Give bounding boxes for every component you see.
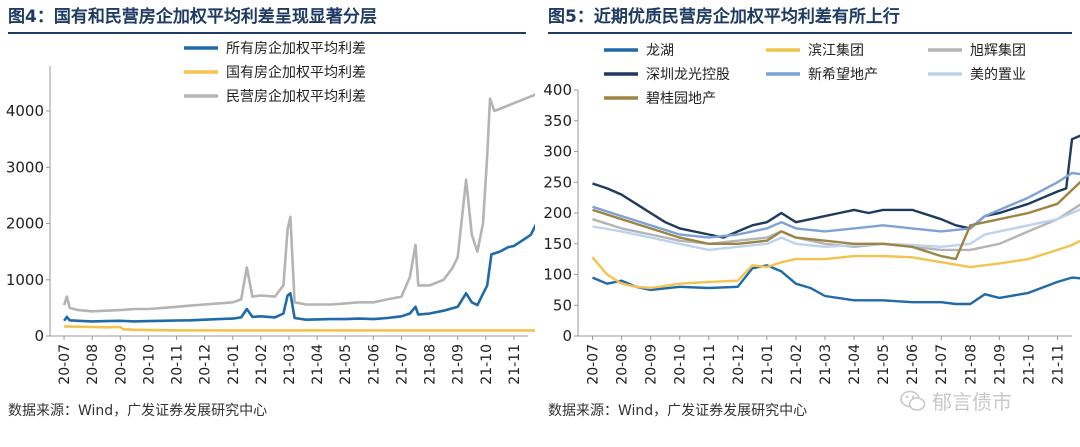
x-tick-label: 21-09 (451, 344, 467, 385)
legend-item: 滨江集团 (766, 42, 864, 59)
legend-item: 美的置业 (928, 67, 1026, 83)
series-line-1 (591, 239, 1080, 290)
legend-item: 旭辉集团 (928, 42, 1026, 59)
figure-5-title: 图5：近期优质民营房企加权平均利差有所上行 (548, 7, 900, 27)
x-tick-label: 20-12 (731, 344, 747, 385)
y-tick-label: 350 (543, 112, 572, 130)
x-tick-label: 20-11 (170, 344, 186, 385)
x-tick-label: 20-10 (673, 344, 689, 385)
x-tick-label: 21-07 (934, 344, 950, 385)
y-tick-label: 3000 (6, 158, 44, 176)
legend-item: 新希望地产 (766, 67, 878, 83)
x-tick-label: 21-06 (905, 344, 921, 385)
series-lines (591, 134, 1080, 306)
legend-label: 所有房企加权平均利差 (226, 40, 366, 57)
y-tick-label: 0 (34, 327, 44, 345)
series-line-2 (62, 93, 535, 313)
series-line-0 (592, 264, 1080, 306)
x-tick-label: 21-06 (366, 344, 382, 385)
x-tick-label: 21-02 (254, 344, 270, 385)
series-lines (62, 93, 535, 332)
series-line-0 (63, 223, 535, 323)
legend-label: 碧桂园地产 (646, 91, 716, 107)
legend-label: 国有房企加权平均利差 (226, 64, 366, 81)
y-tick-label: 150 (543, 235, 572, 253)
y-tick-label: 0 (562, 327, 572, 345)
legend-label: 美的置业 (970, 67, 1026, 83)
series-line-1 (64, 325, 535, 332)
figure-4-title: 图4：国有和民营房企加权平均利差呈现显著分层 (8, 7, 377, 27)
spread-chart-state-vs-private: 0 1000 2000 3000 4000 20-07 20-08 20-09 20-10 20-… (6, 40, 535, 385)
x-tick-label: 21-07 (394, 344, 410, 385)
x-tick-label: 20-08 (85, 344, 101, 385)
legend-item: 民营房企加权平均利差 (184, 88, 366, 105)
x-tick-label: 21-01 (226, 344, 242, 385)
y-tick-label: 1000 (6, 271, 44, 289)
x-tick-label: 20-11 (702, 344, 718, 385)
y-tick-label: 250 (543, 173, 572, 191)
x-tick-label: 20-08 (615, 344, 631, 385)
y-tick-label: 400 (543, 81, 572, 99)
x-tick-label: 20-09 (644, 344, 660, 385)
legend-item: 国有房企加权平均利差 (184, 64, 366, 81)
watermark-text: 郁言债市 (932, 390, 1012, 414)
legend-item: 碧桂园地产 (604, 91, 716, 107)
series-line-3 (592, 134, 1080, 239)
x-tick-label: 21-02 (789, 344, 805, 385)
legend-label: 新希望地产 (808, 67, 878, 83)
legend-item: 所有房企加权平均利差 (184, 40, 366, 57)
legend-label: 民营房企加权平均利差 (226, 88, 366, 105)
x-tick-label: 20-07 (57, 344, 73, 385)
x-tick-label: 21-10 (1021, 344, 1037, 385)
watermark: 郁言债市 (900, 386, 1012, 415)
x-tick-label: 21-11 (1050, 344, 1066, 385)
series-line-4 (592, 171, 1080, 239)
y-tick-label: 300 (543, 143, 572, 161)
x-tick-label: 21-03 (282, 344, 298, 385)
source-note-left: 数据来源：Wind，广发证券发展研究中心 (8, 403, 268, 419)
x-tick-label: 20-12 (198, 344, 214, 385)
x-tick-label: 21-04 (310, 344, 326, 385)
spread-chart-quality-private: 0 50 100 150 200 250 300 350 400 20-07 20-08 20-09 2… (543, 42, 1080, 385)
figure-5-title-rule (548, 32, 1072, 34)
series-line-5 (592, 208, 1080, 252)
x-tick-label: 21-05 (876, 344, 892, 385)
x-tick-label: 20-09 (113, 344, 129, 385)
wechat-icon (900, 390, 926, 411)
source-note-right: 数据来源：Wind，广发证券发展研究中心 (548, 403, 808, 419)
legend-label: 深圳龙光控股 (646, 67, 730, 83)
x-tick-label: 21-04 (847, 344, 863, 385)
y-tick-label: 4000 (6, 102, 44, 120)
x-tick-label: 20-07 (586, 344, 602, 385)
x-tick-label: 21-10 (479, 344, 495, 385)
x-tick-label: 21-03 (818, 344, 834, 385)
figure-4-title-rule (8, 32, 526, 34)
legend-item: 深圳龙光控股 (604, 67, 730, 83)
y-tick-label: 100 (543, 266, 572, 284)
x-tick-label: 21-11 (507, 344, 523, 385)
y-tick-label: 200 (543, 204, 572, 222)
legend-label: 滨江集团 (808, 42, 864, 59)
legend-label: 龙湖 (646, 43, 674, 59)
x-tick-label: 21-08 (423, 344, 439, 385)
legend-item: 龙湖 (604, 43, 674, 59)
x-tick-label: 21-01 (760, 344, 776, 385)
x-tick-label: 21-09 (992, 344, 1008, 385)
x-tick-label: 20-10 (141, 344, 157, 385)
x-tick-label: 21-05 (338, 344, 354, 385)
y-tick-label: 50 (553, 296, 572, 314)
y-tick-label: 2000 (6, 215, 44, 233)
series-line-6 (592, 180, 1080, 261)
legend-label: 旭辉集团 (970, 42, 1026, 59)
x-tick-label: 21-08 (963, 344, 979, 385)
